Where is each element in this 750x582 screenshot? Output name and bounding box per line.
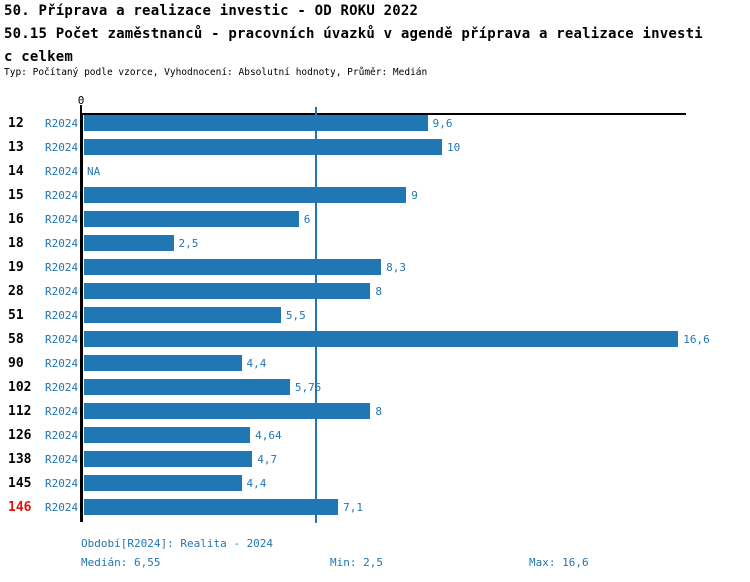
row-category-label: 12 — [8, 115, 24, 131]
median-reference-line — [315, 107, 317, 523]
chart-row: 126 R2024 4,64 — [0, 423, 750, 447]
row-category-label: 14 — [8, 163, 24, 179]
row-series-label: R2024 — [45, 500, 79, 514]
chart-row: 13 R2024 10 — [0, 135, 750, 159]
bar — [84, 403, 371, 419]
report-title-line-2: 50.15 Počet zaměstnanců - pracovních úva… — [4, 26, 703, 42]
bar-value-label: 4,64 — [255, 428, 282, 442]
row-category-label: 58 — [8, 331, 24, 347]
bar — [84, 451, 253, 467]
chart-row: 58 R2024 16,6 — [0, 327, 750, 351]
chart-row: 145 R2024 4,4 — [0, 471, 750, 495]
bar-value-label: 5,5 — [285, 308, 306, 322]
row-category-label: 90 — [8, 355, 24, 371]
row-category-label: 146 — [8, 499, 32, 515]
row-category-label: 126 — [8, 427, 32, 443]
bar-value-label: 4,4 — [246, 356, 267, 370]
row-na-label: NA — [87, 164, 101, 178]
bar — [84, 475, 242, 491]
report-title-line-3: c celkem — [4, 49, 74, 65]
chart-row: 19 R2024 8,3 — [0, 255, 750, 279]
footer-max-label: Max: 16,6 — [529, 556, 589, 569]
row-category-label: 18 — [8, 235, 24, 251]
bar-value-label: 10 — [447, 140, 461, 154]
bar-value-label: 4,4 — [246, 476, 267, 490]
bar-value-label: 8 — [375, 284, 383, 298]
row-series-label: R2024 — [45, 188, 79, 202]
bar-value-label: 7,1 — [343, 500, 364, 514]
row-category-label: 13 — [8, 139, 24, 155]
row-series-label: R2024 — [45, 476, 79, 490]
row-category-label: 28 — [8, 283, 24, 299]
footer-period-label: Období[R2024]: Realita - 2024 — [81, 537, 274, 550]
bar-value-label: 4,7 — [257, 452, 278, 466]
row-series-label: R2024 — [45, 356, 79, 370]
chart-rows: 12 R2024 9,6 13 R2024 10 14 R2024 NA 15 R2024 9 16 R2… — [0, 111, 750, 519]
row-series-label: R2024 — [45, 140, 79, 154]
row-series-label: R2024 — [45, 260, 79, 274]
row-series-label: R2024 — [45, 116, 79, 130]
bar-value-label: 9,6 — [432, 116, 453, 130]
report-title-line-1: 50. Příprava a realizace investic - OD R… — [4, 3, 419, 19]
bar — [84, 187, 407, 203]
row-series-label: R2024 — [45, 404, 79, 418]
row-series-label: R2024 — [45, 212, 79, 226]
row-series-label: R2024 — [45, 308, 79, 322]
bar — [84, 331, 679, 347]
bar — [84, 355, 242, 371]
chart-row: 90 R2024 4,4 — [0, 351, 750, 375]
footer-median-label: Medián: 6,55 — [81, 556, 161, 569]
row-category-label: 102 — [8, 379, 32, 395]
chart-row: 12 R2024 9,6 — [0, 111, 750, 135]
chart-row: 102 R2024 5,75 — [0, 375, 750, 399]
chart-row: 138 R2024 4,7 — [0, 447, 750, 471]
chart-row: 146 R2024 7,1 — [0, 495, 750, 519]
bar-value-label: 16,6 — [683, 332, 710, 346]
bar-value-label: 9 — [411, 188, 418, 202]
report-subtitle: Typ: Počítaný podle vzorce, Vyhodnocení:… — [4, 67, 428, 78]
chart-row: 16 R2024 6 — [0, 207, 750, 231]
x-axis-line — [80, 113, 686, 115]
row-series-label: R2024 — [45, 332, 79, 346]
bar — [84, 427, 251, 443]
bar-value-label: 2,5 — [178, 236, 199, 250]
row-category-label: 138 — [8, 451, 32, 467]
bar — [84, 235, 174, 251]
row-category-label: 145 — [8, 475, 32, 491]
chart-row: 14 R2024 NA — [0, 159, 750, 183]
row-series-label: R2024 — [45, 284, 79, 298]
row-category-label: 51 — [8, 307, 24, 323]
row-category-label: 112 — [8, 403, 32, 419]
bar — [84, 283, 371, 299]
row-category-label: 19 — [8, 259, 24, 275]
bar — [84, 115, 428, 131]
bar — [84, 259, 382, 275]
bar-value-label: 6 — [303, 212, 311, 226]
y-axis-line — [80, 113, 83, 522]
chart-row: 18 R2024 2,5 — [0, 231, 750, 255]
bar-value-label: 5,75 — [294, 380, 322, 394]
row-series-label: R2024 — [45, 236, 79, 250]
chart-row: 51 R2024 5,5 — [0, 303, 750, 327]
chart-row: 112 R2024 8 — [0, 399, 750, 423]
x-axis-zero-tick — [80, 105, 82, 114]
chart-row: 28 R2024 8 — [0, 279, 750, 303]
bar — [84, 379, 290, 395]
bar — [84, 499, 339, 515]
bar-value-label: 8 — [375, 404, 383, 418]
bar — [84, 211, 299, 227]
bar — [84, 307, 281, 323]
bar — [84, 139, 442, 155]
chart-row: 15 R2024 9 — [0, 183, 750, 207]
footer-min-label: Min: 2,5 — [330, 556, 383, 569]
row-category-label: 15 — [8, 187, 24, 203]
row-series-label: R2024 — [45, 164, 79, 178]
row-series-label: R2024 — [45, 428, 79, 442]
row-series-label: R2024 — [45, 452, 79, 466]
bar-value-label: 8,3 — [386, 260, 406, 274]
row-series-label: R2024 — [45, 380, 79, 394]
x-axis-zero-tick-label: 0 — [77, 94, 85, 107]
row-category-label: 16 — [8, 211, 24, 227]
